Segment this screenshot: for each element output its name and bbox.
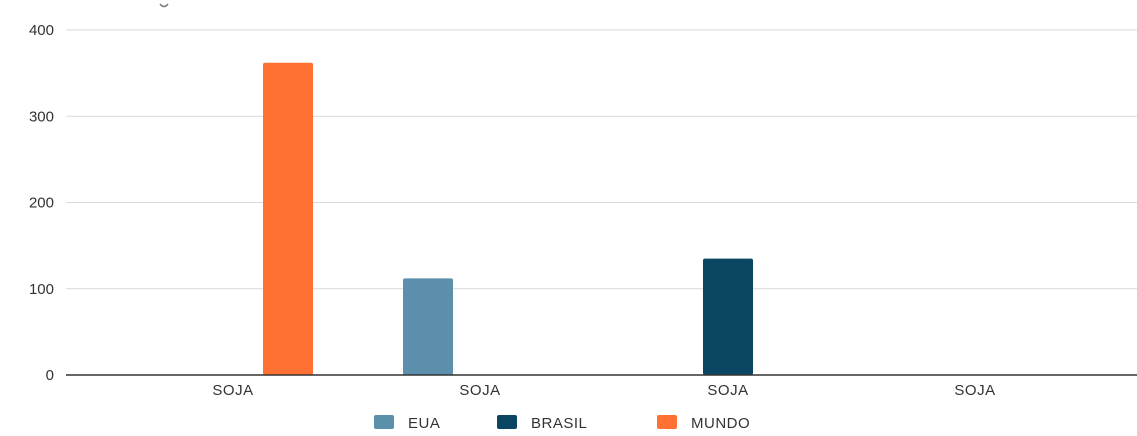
legend-swatch: [497, 415, 517, 429]
legend-item-brasil: BRASIL: [497, 415, 587, 432]
legend-label: MUNDO: [691, 415, 750, 431]
legend-item-eua: EUA: [374, 415, 440, 432]
legend-label: BRASIL: [531, 415, 587, 431]
y-tick-label: 200: [29, 195, 54, 212]
x-category-label: SOJA: [212, 382, 253, 399]
y-tick-label: 400: [29, 22, 54, 39]
legend-swatch: [657, 415, 677, 429]
cropped-title-fragment: [159, 3, 169, 8]
bar-brasil: [703, 258, 753, 375]
legend-label: EUA: [408, 415, 440, 431]
legend-swatch: [374, 415, 394, 429]
bar-mundo: [263, 62, 313, 376]
bars: [263, 62, 753, 376]
y-tick-label: 0: [46, 367, 54, 384]
y-tick-label: 300: [29, 108, 54, 125]
x-axis-labels: SOJA SOJA SOJA SOJA: [212, 382, 995, 399]
y-tick-label: 100: [29, 281, 54, 298]
y-axis-ticks: 0 100 200 300 400: [29, 22, 54, 384]
legend: EUA BRASIL MUNDO: [374, 415, 750, 432]
bar-eua: [403, 278, 453, 375]
gridlines: [66, 29, 1137, 290]
x-category-label: SOJA: [707, 382, 748, 399]
x-category-label: SOJA: [954, 382, 995, 399]
x-category-label: SOJA: [459, 382, 500, 399]
legend-item-mundo: MUNDO: [657, 415, 750, 432]
